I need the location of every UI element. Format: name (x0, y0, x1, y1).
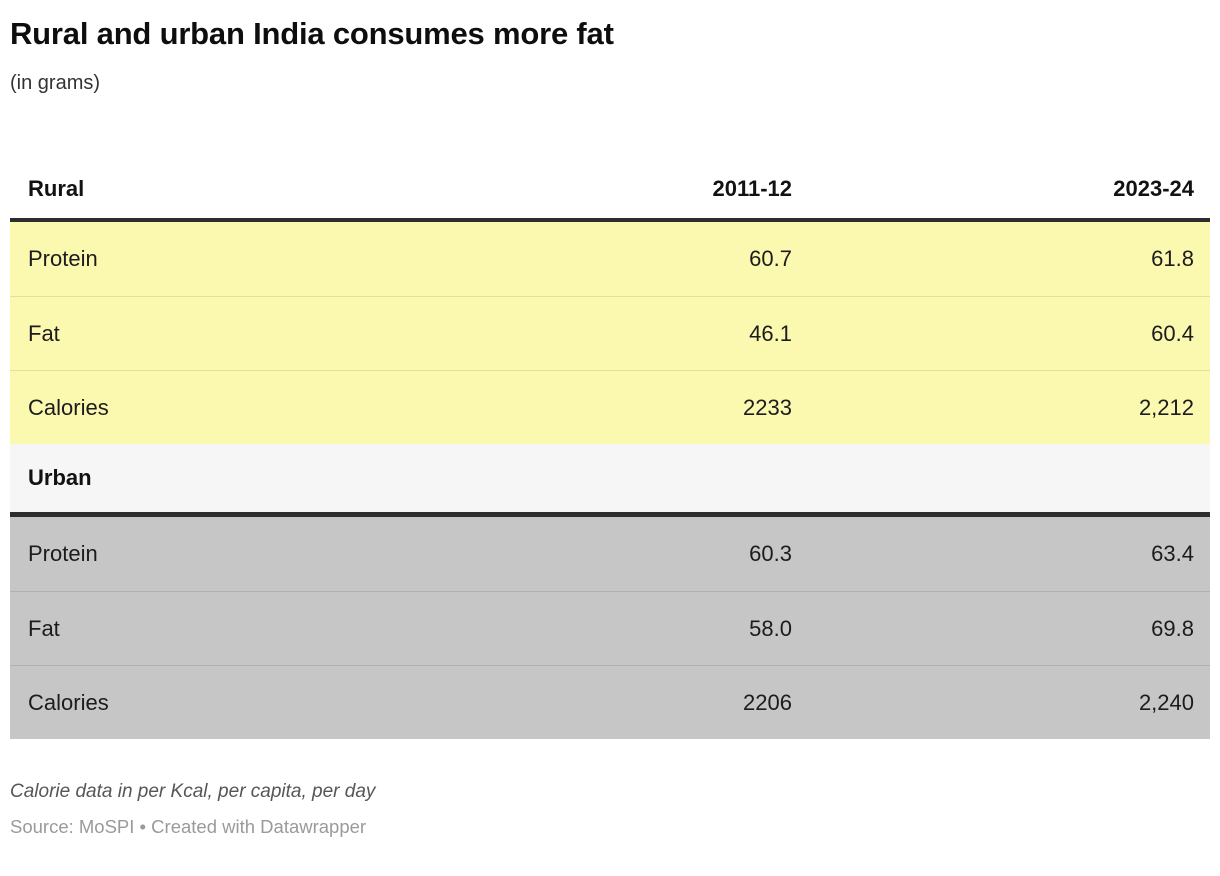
column-header-2023-24: 2023-24 (1113, 176, 1194, 201)
value-2011-12: 58.0 (749, 615, 792, 641)
value-2023-24: 63.4 (1151, 541, 1194, 566)
data-table: Rural 2011-12 2023-24 Protein 60.7 61.8 … (10, 160, 1210, 739)
table-row-rural-protein: Protein 60.7 61.8 (10, 222, 1210, 296)
row-label: Calories (28, 394, 109, 420)
table-header-row: Rural 2011-12 2023-24 (10, 160, 1210, 222)
chart-title: Rural and urban India consumes more fat (10, 16, 614, 51)
value-2023-24: 60.4 (1151, 320, 1194, 346)
row-label: Protein (28, 541, 98, 566)
row-label: Protein (28, 246, 98, 271)
page: Rural and urban India consumes more fat … (0, 14, 1220, 839)
value-2023-24: 69.8 (1151, 615, 1194, 641)
value-2023-24: 2,240 (1138, 689, 1194, 715)
column-header-2011-12: 2011-12 (712, 176, 792, 201)
source-line: Source: MoSPI • Created with Datawrapper (10, 816, 367, 837)
value-2011-12: 2206 (743, 689, 792, 715)
section-header-urban: Urban (10, 444, 1210, 517)
table-row-urban-calories: Calories 2206 2,240 (10, 665, 1210, 739)
row-label: Fat (28, 615, 60, 641)
value-2011-12: 60.3 (749, 541, 792, 566)
row-label: Calories (28, 689, 109, 715)
column-header-rural: Rural (28, 176, 85, 201)
table-row-urban-fat: Fat 58.0 69.8 (10, 591, 1210, 665)
footnote: Calorie data in per Kcal, per capita, pe… (10, 781, 376, 802)
value-2023-24: 61.8 (1151, 246, 1194, 271)
table-row-urban-protein: Protein 60.3 63.4 (10, 517, 1210, 591)
value-2011-12: 2233 (743, 394, 792, 420)
chart-subtitle: (in grams) (10, 72, 101, 94)
table-row-rural-calories: Calories 2233 2,212 (10, 370, 1210, 444)
table-row-rural-fat: Fat 46.1 60.4 (10, 296, 1210, 370)
row-label: Fat (28, 320, 60, 346)
value-2023-24: 2,212 (1138, 394, 1194, 420)
value-2011-12: 46.1 (749, 320, 792, 346)
value-2011-12: 60.7 (749, 246, 792, 271)
